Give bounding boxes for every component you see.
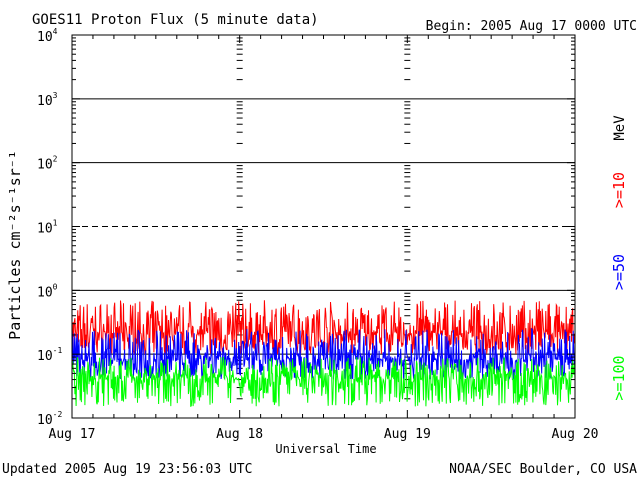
legend-unit: MeV — [612, 115, 628, 141]
y-tick-label: 104 — [37, 27, 58, 45]
source-credit: NOAA/SEC Boulder, CO USA — [449, 462, 637, 477]
axes — [71, 34, 576, 419]
series-line — [71, 327, 576, 380]
x-tick-label: Aug 18 — [216, 427, 263, 442]
y-axis-label: Particles cm⁻²s⁻¹sr⁻¹ — [6, 150, 24, 340]
x-tick-label: Aug 20 — [552, 427, 599, 442]
chart-title: GOES11 Proton Flux (5 minute data) — [32, 12, 319, 28]
legend: MeV >=10 >=50 >=100 — [610, 115, 628, 401]
legend-entry: >=10 — [610, 172, 628, 208]
y-tick-labels: 10-2 10-1 100 101 102 103 104 — [37, 27, 62, 428]
x-axis-label: Universal Time — [275, 442, 376, 456]
updated-timestamp: Updated 2005 Aug 19 23:56:03 UTC — [2, 462, 252, 477]
y-tick-label: 10-2 — [37, 410, 62, 428]
begin-date: Begin: 2005 Aug 17 0000 UTC — [426, 19, 637, 34]
y-tick-label: 10-1 — [37, 346, 62, 364]
y-tick-label: 100 — [37, 282, 58, 300]
series-line — [71, 300, 576, 355]
y-tick-label: 101 — [37, 219, 58, 237]
x-tick-labels: Aug 17 Aug 18 Aug 19 Aug 20 — [49, 427, 599, 442]
x-tick-label: Aug 17 — [49, 427, 96, 442]
y-tick-label: 103 — [37, 91, 58, 109]
x-tick-label: Aug 19 — [384, 427, 431, 442]
y-tick-label: 102 — [37, 155, 58, 173]
legend-entry: >=100 — [610, 355, 628, 400]
legend-entry: >=50 — [610, 254, 628, 290]
series-line — [71, 357, 576, 408]
data-series — [71, 300, 576, 408]
